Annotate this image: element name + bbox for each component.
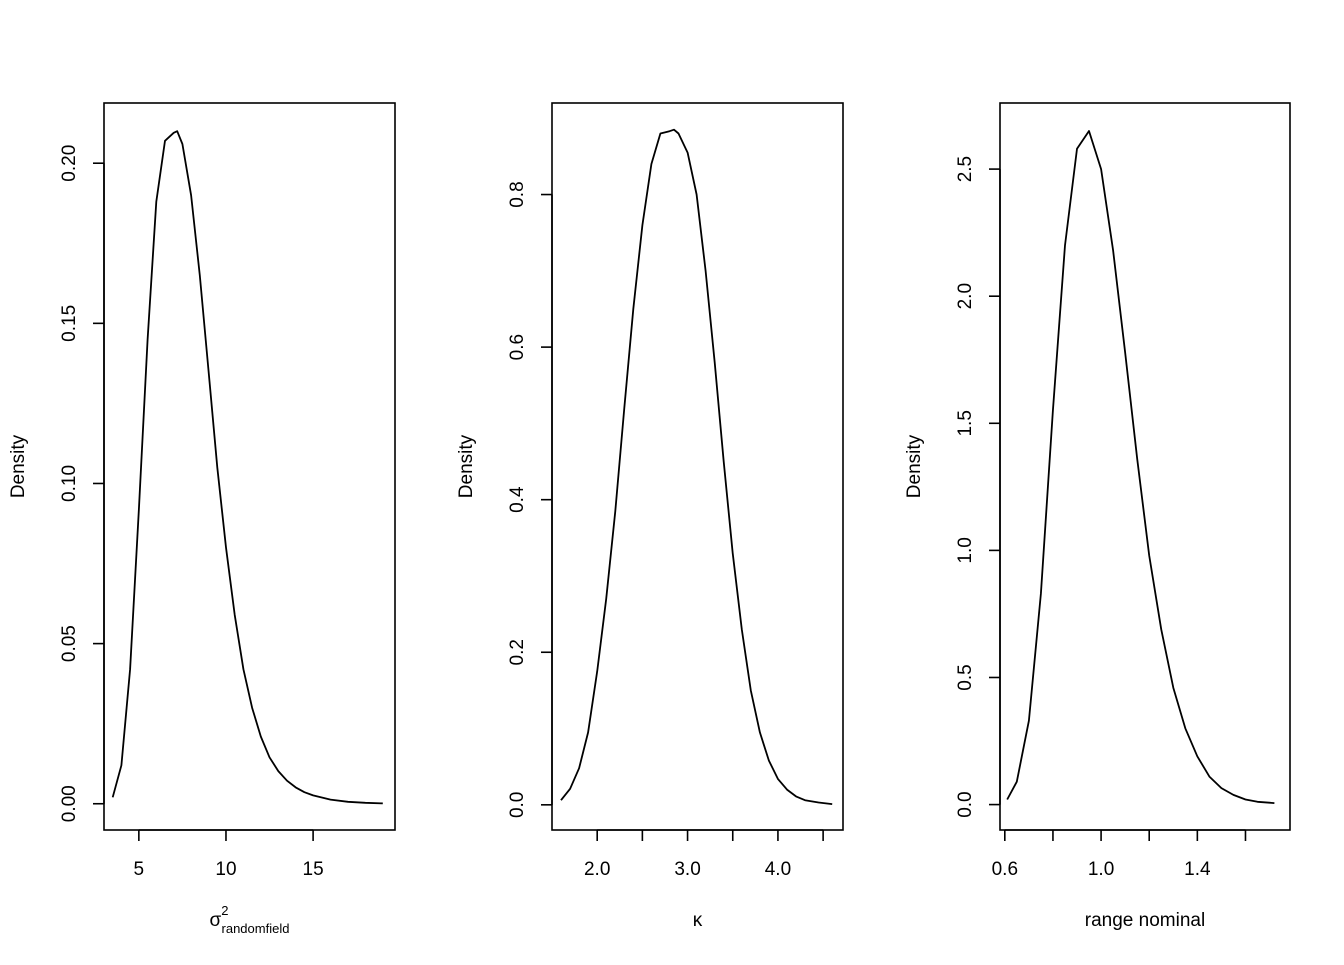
y-axis-title: Density <box>8 434 29 498</box>
x-tick-label: 10 <box>215 859 236 880</box>
y-tick-label: 0.8 <box>507 181 528 207</box>
density-curve <box>1006 130 1275 804</box>
x-tick-label: 0.6 <box>992 859 1018 880</box>
x-axis-title: range nominal <box>1085 910 1205 931</box>
y-axis-title: Density <box>456 434 477 498</box>
plot-frame <box>999 102 1291 831</box>
x-tick-label: 15 <box>303 859 324 880</box>
y-tick-label: 0.2 <box>507 639 528 665</box>
y-tick-label: 0.6 <box>507 334 528 360</box>
density-curve <box>111 130 383 805</box>
plot-panel-3: 0.6 1.0 1.4 0.0 0.5 1.0 1.5 2.0 2.5 Density range … <box>904 102 1291 931</box>
y-tick-label: 1.5 <box>955 410 976 436</box>
y-tick-label: 0.0 <box>955 791 976 817</box>
density-curve <box>560 128 833 805</box>
y-tick-label: 2.5 <box>955 156 976 182</box>
x-tick-label: 3.0 <box>674 859 700 880</box>
x-tick-label: 2.0 <box>584 859 610 880</box>
y-tick-label: 0.00 <box>59 785 80 822</box>
y-tick-label: 0.4 <box>507 486 528 513</box>
y-tick-label: 1.0 <box>955 537 976 563</box>
x-tick-label: 4.0 <box>765 859 791 880</box>
plot-panel-1: 5 10 15 0.00 0.05 0.10 0.15 0.20 Density σ2 random… <box>8 102 396 936</box>
y-tick-label: 0.5 <box>955 664 976 690</box>
y-tick-label: 2.0 <box>955 283 976 309</box>
x-axis-title: σ2 randomfield <box>210 903 290 936</box>
x-axis-title: κ <box>693 910 703 931</box>
y-tick-label: 0.20 <box>59 145 80 182</box>
y-tick-label: 0.05 <box>59 625 80 662</box>
x-tick-label: 1.4 <box>1184 859 1211 880</box>
plot-panel-2: 2.0 3.0 4.0 0.0 0.2 0.4 0.6 0.8 Density κ <box>456 102 844 931</box>
y-tick-label: 0.10 <box>59 465 80 502</box>
plot-frame <box>551 102 844 831</box>
y-tick-label: 0.0 <box>507 792 528 818</box>
x-tick-label: 5 <box>134 859 145 880</box>
y-axis-title: Density <box>904 434 925 498</box>
y-tick-label: 0.15 <box>59 305 80 342</box>
plot-frame <box>103 102 396 831</box>
x-tick-label: 1.0 <box>1088 859 1114 880</box>
